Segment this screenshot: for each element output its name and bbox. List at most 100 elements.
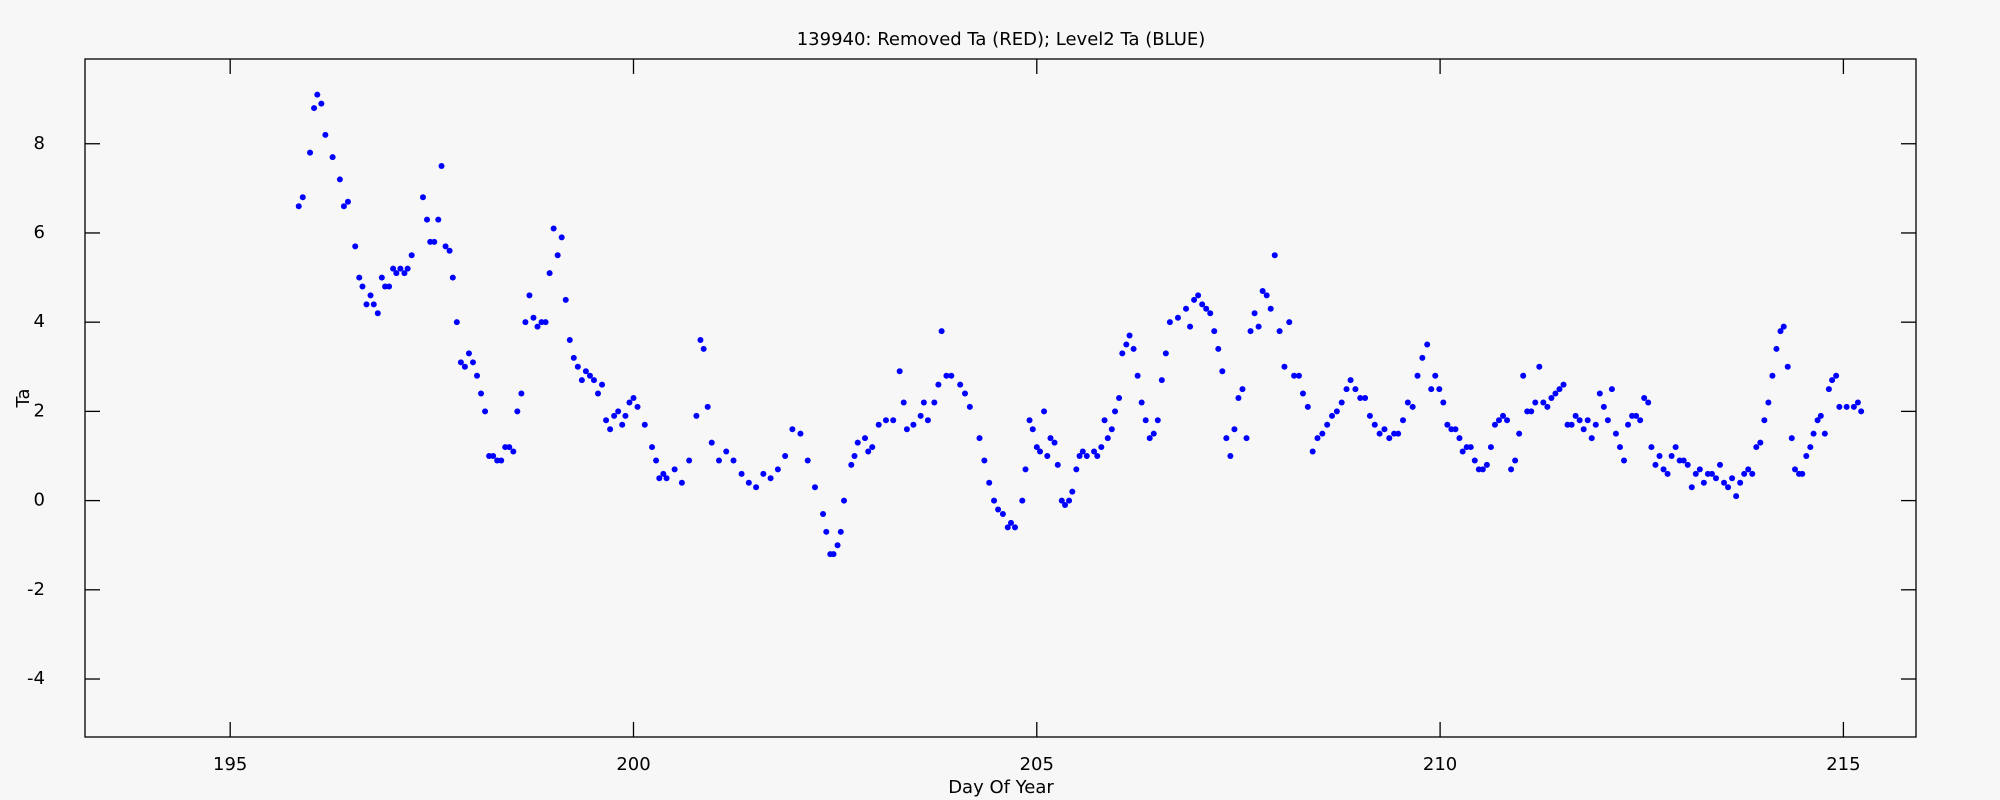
data-point (1725, 484, 1732, 491)
data-point (295, 203, 302, 210)
data-point (1471, 457, 1478, 464)
data-point (1568, 421, 1575, 428)
data-point (1858, 408, 1865, 415)
data-point (1104, 435, 1111, 442)
data-point (774, 466, 781, 473)
data-point (634, 403, 641, 410)
data-point (991, 497, 998, 504)
data-point (1500, 412, 1507, 419)
data-point (1314, 435, 1321, 442)
data-point (704, 403, 711, 410)
data-point (404, 265, 411, 272)
data-point (1026, 417, 1033, 424)
data-point (595, 390, 602, 397)
data-point (1757, 439, 1764, 446)
data-point (1508, 466, 1515, 473)
data-point (1333, 408, 1340, 415)
data-point (1641, 395, 1648, 401)
data-point (534, 323, 541, 330)
data-point (700, 345, 707, 352)
data-point (590, 377, 597, 384)
data-point (1123, 341, 1130, 348)
data-point (299, 194, 306, 201)
data-point (1696, 466, 1703, 473)
data-point (1029, 426, 1036, 433)
x-tick-label: 210 (1423, 754, 1457, 775)
data-point (1271, 252, 1278, 259)
data-point (1404, 399, 1411, 406)
data-point (1187, 323, 1194, 330)
data-point (1267, 305, 1274, 312)
data-point (920, 399, 927, 406)
data-point (686, 457, 693, 464)
data-point (753, 484, 760, 491)
data-point (924, 417, 931, 424)
data-point (1054, 461, 1061, 468)
data-point (841, 497, 848, 504)
data-point (834, 542, 841, 549)
data-point (1158, 377, 1165, 384)
data-point (1211, 328, 1218, 335)
data-point (931, 399, 938, 406)
data-point (1784, 363, 1791, 370)
data-point (1616, 444, 1623, 451)
data-point (386, 283, 393, 290)
data-point (490, 452, 497, 459)
data-point (1596, 390, 1603, 397)
data-point (1544, 403, 1551, 410)
data-point (1199, 301, 1206, 308)
data-point (745, 479, 752, 486)
data-point (378, 274, 385, 281)
data-point (738, 470, 745, 477)
data-point (1142, 417, 1149, 424)
data-point (1259, 287, 1266, 294)
data-point (861, 435, 868, 442)
data-point (599, 381, 606, 388)
data-point (730, 457, 737, 464)
data-point (546, 270, 553, 277)
data-point (424, 216, 431, 223)
data-point (986, 479, 993, 486)
data-point (1223, 435, 1230, 442)
data-point (1007, 519, 1014, 526)
data-point (957, 381, 964, 388)
data-point (1419, 354, 1426, 361)
data-point (1637, 417, 1644, 424)
data-point (574, 363, 581, 370)
data-point (1424, 341, 1431, 348)
data-point (820, 510, 827, 517)
data-point (1604, 417, 1611, 424)
data-point (1112, 408, 1119, 415)
data-point (649, 444, 656, 451)
data-point (837, 528, 844, 535)
data-point (1138, 399, 1145, 406)
x-tick-label: 195 (213, 754, 247, 775)
data-point (1684, 461, 1691, 468)
data-point (307, 149, 314, 156)
data-point (1076, 452, 1083, 459)
data-point (789, 426, 796, 433)
data-point (641, 421, 648, 428)
data-point (797, 430, 804, 437)
data-point (554, 252, 561, 259)
data-point (693, 412, 700, 419)
data-point (1516, 430, 1523, 437)
data-point (1456, 435, 1463, 442)
data-point (322, 131, 329, 138)
data-point (1612, 430, 1619, 437)
data-point (1773, 345, 1780, 352)
data-point (1729, 475, 1736, 482)
data-point (1239, 386, 1246, 393)
data-point (1504, 417, 1511, 424)
data-point (1203, 305, 1210, 312)
data-point (1833, 372, 1840, 379)
y-tick-label: 4 (34, 311, 45, 332)
plot-frame (84, 58, 1917, 738)
data-point (1712, 475, 1719, 482)
data-point (1033, 444, 1040, 451)
data-point (1803, 452, 1810, 459)
data-point (397, 265, 404, 272)
data-point (1338, 399, 1345, 406)
data-point (875, 421, 882, 428)
